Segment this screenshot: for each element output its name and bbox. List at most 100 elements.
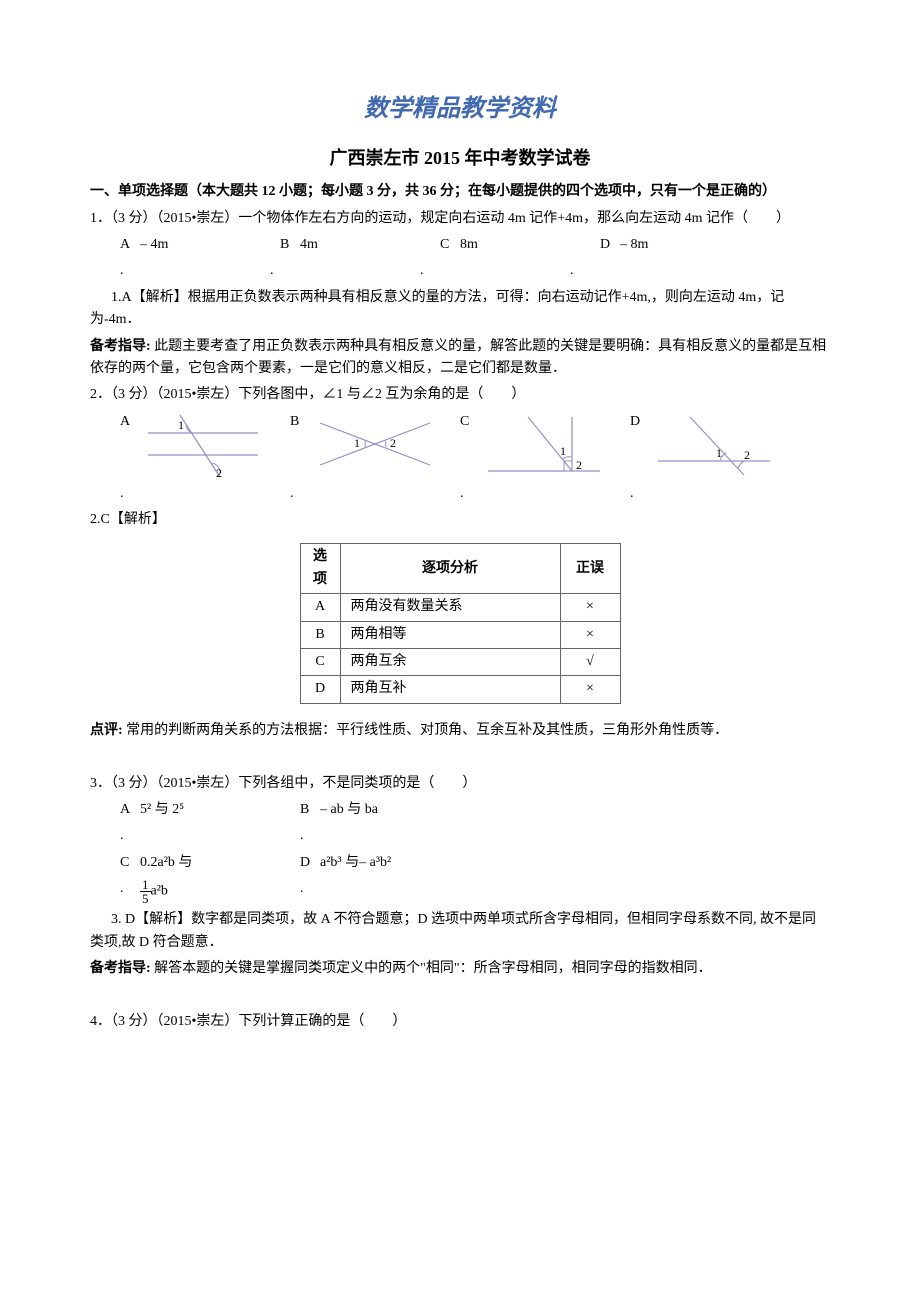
option-period: . — [120, 483, 290, 505]
table-cell: 两角互余 — [340, 649, 560, 676]
q3-option-b: B – ab 与 ba — [300, 799, 480, 821]
q2-option-c-figure: 1 2 — [480, 411, 620, 483]
option-text: 0.2a²b 与 — [140, 852, 192, 874]
table-header: 逐项分析 — [340, 544, 560, 594]
guidance-text: 解答本题的关键是掌握同类项定义中的两个"相同"：所含字母相同，相同字母的指数相同… — [151, 961, 712, 976]
q3-frac: 1 5 a²b — [140, 878, 168, 905]
table-cell: 两角互补 — [340, 676, 560, 703]
option-label: A — [120, 799, 140, 821]
svg-arc — [738, 461, 744, 469]
option-label: D — [300, 852, 320, 874]
q3-option-a: A 5² 与 2⁵ — [120, 799, 300, 821]
q2-option-b-figure: 1 2 — [310, 411, 450, 483]
option-text: 8m — [460, 234, 520, 256]
table-cell: × — [560, 594, 620, 621]
option-period: . — [270, 260, 420, 282]
option-label: C — [440, 234, 460, 256]
option-period: . — [300, 878, 310, 900]
q1-option-b: B 4m — [280, 234, 430, 256]
angle-figure-d-icon: 1 2 — [650, 411, 790, 483]
option-label: B — [300, 799, 320, 821]
question-4: 4．（3 分）（2015•崇左）下列计算正确的是（ ） — [90, 1011, 830, 1033]
q3-option-c-line2: . 1 5 a²b — [120, 878, 300, 905]
guidance-text: 此题主要考查了用正负数表示两种具有相反意义的量，解答此题的关键是要明确：具有相反… — [90, 339, 826, 376]
q2-options: A 1 2 B 1 2 C — [120, 411, 830, 483]
option-period: . — [630, 483, 800, 505]
q2-analysis-table: 选项 逐项分析 正误 A 两角没有数量关系 × B 两角相等 × C 两角互余 … — [300, 543, 621, 703]
section-heading: 一、单项选择题（本大题共 12 小题；每小题 3 分，共 36 分；在每小题提供… — [90, 181, 830, 203]
q2-option-a: A 1 2 — [120, 411, 280, 483]
guidance-label: 备考指导: — [90, 961, 151, 976]
option-label: A — [120, 234, 140, 256]
option-text: a²b³ 与– a³b² — [320, 852, 391, 874]
option-label: B — [280, 234, 300, 256]
table-header: 正误 — [560, 544, 620, 594]
q1-options: A – 4m B 4m C 8m D – 8m — [120, 234, 830, 256]
option-period: . — [570, 260, 720, 282]
q3-option-d: D a²b³ 与– a³b² — [300, 852, 480, 874]
table-cell: 两角相等 — [340, 621, 560, 648]
guidance-label: 备考指导: — [90, 339, 151, 354]
q1-option-d: D – 8m — [600, 234, 750, 256]
q2-option-periods: . . . . — [120, 483, 830, 505]
q2-option-d-figure: 1 2 — [650, 411, 790, 483]
commentary-text: 常用的判断两角关系的方法根据：平行线性质、对顶角、互余互补及其性质，三角形外角性… — [123, 723, 729, 738]
svg-line — [180, 415, 220, 477]
q1-guidance: 备考指导: 此题主要考查了用正负数表示两种具有相反意义的量，解答此题的关键是要明… — [90, 336, 830, 381]
option-period: . — [120, 825, 300, 847]
option-text: 5² 与 2⁵ — [140, 799, 184, 821]
header-title: 数学精品教学资料 — [90, 90, 830, 128]
frac-den: 5 — [140, 892, 151, 905]
option-period: . — [290, 483, 460, 505]
q1-option-c: C 8m — [440, 234, 590, 256]
q2-answer-label: 2.C【解析】 — [90, 509, 830, 531]
option-period: . — [300, 825, 480, 847]
option-label: A — [120, 411, 140, 433]
table-cell: × — [560, 621, 620, 648]
option-label: D — [630, 411, 650, 433]
q2-option-c: C 1 2 — [460, 411, 620, 483]
commentary-label: 点评: — [90, 723, 123, 738]
q3-option-d-line2: . — [300, 878, 480, 905]
option-label: C — [460, 411, 480, 433]
option-period: . — [420, 260, 570, 282]
q3-guidance: 备考指导: 解答本题的关键是掌握同类项定义中的两个"相同"：所含字母相同，相同字… — [90, 958, 830, 980]
option-period: . — [460, 483, 630, 505]
table-cell: C — [300, 649, 340, 676]
q3-option-c: C 0.2a²b 与 — [120, 852, 300, 874]
q3-answer: 3. D【解析】数字都是同类项，故 A 不符合题意；D 选项中两单项式所含字母相… — [90, 909, 830, 954]
table-cell: D — [300, 676, 340, 703]
frac-num: 1 — [140, 878, 151, 892]
option-period: . — [120, 878, 140, 900]
question-3: 3．（3 分）（2015•崇左）下列各组中，不是同类项的是（ ） — [90, 773, 830, 795]
q2-option-b: B 1 2 — [290, 411, 450, 483]
angle-figure-b-icon: 1 2 — [310, 411, 450, 483]
table-row: D 两角互补 × — [300, 676, 620, 703]
option-text: – ab 与 ba — [320, 799, 378, 821]
q1-option-a: A – 4m — [120, 234, 270, 256]
option-text: – 4m — [140, 234, 200, 256]
table-cell: × — [560, 676, 620, 703]
option-text: – 8m — [620, 234, 680, 256]
option-label: B — [290, 411, 310, 433]
q2-option-d: D 1 2 — [630, 411, 790, 483]
q2-commentary: 点评: 常用的判断两角关系的方法根据：平行线性质、对顶角、互余互补及其性质，三角… — [90, 720, 830, 742]
table-cell: A — [300, 594, 340, 621]
table-row: C 两角互余 √ — [300, 649, 620, 676]
option-text: 4m — [300, 234, 360, 256]
frac-post: a²b — [151, 884, 168, 899]
table-cell: B — [300, 621, 340, 648]
table-row: B 两角相等 × — [300, 621, 620, 648]
option-label: C — [120, 852, 140, 874]
table-row: 选项 逐项分析 正误 — [300, 544, 620, 594]
q1-answer: 1.A【解析】根据用正负数表示两种具有相反意义的量的方法，可得：向右运动记作+4… — [90, 287, 830, 332]
q1-option-periods: . . . . — [120, 260, 830, 282]
exam-title: 广西崇左市 2015 年中考数学试卷 — [90, 144, 830, 173]
table-cell: 两角没有数量关系 — [340, 594, 560, 621]
question-2: 2．（3 分）（2015•崇左）下列各图中，∠1 与∠2 互为余角的是（ ） — [90, 384, 830, 406]
angle-figure-a-icon: 1 2 — [140, 411, 280, 483]
q2-option-a-figure: 1 2 — [140, 411, 280, 483]
angle-figure-c-icon: 1 2 — [480, 411, 620, 483]
table-header: 选项 — [300, 544, 340, 594]
option-period: . — [120, 260, 270, 282]
